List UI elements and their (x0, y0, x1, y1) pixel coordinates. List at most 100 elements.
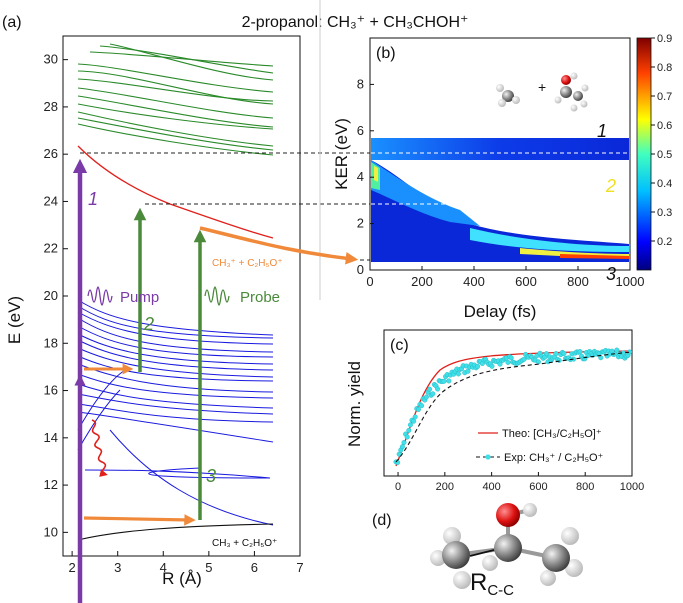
experiment-point (419, 403, 425, 409)
a-ytick-label: 24 (44, 193, 58, 208)
atom-h-oh (523, 503, 537, 517)
pump-label: Pump (120, 289, 159, 306)
plus-sign: + (538, 79, 546, 95)
arrow-label-3: 3 (206, 466, 216, 486)
experiment-point (556, 357, 562, 363)
panel-b-ylabel: KER (eV) (332, 118, 351, 190)
experiment-point (561, 351, 567, 357)
a-ytick-label: 18 (44, 335, 58, 350)
relaxation-wiggle (91, 419, 108, 477)
band-label-2: 2 (605, 176, 616, 196)
panel-d: (d) RC-C (372, 503, 583, 599)
fragment-molecules: + (496, 72, 589, 112)
a-ytick-label: 28 (44, 99, 58, 114)
bond-arrow (469, 549, 495, 557)
cb-tick-label: 0.6 (657, 120, 672, 132)
panel-c-ylabel: Norm. yield (345, 361, 364, 447)
arrow-label-1: 1 (88, 189, 98, 209)
atom-h2 (430, 550, 446, 566)
pump-pulse-icon (87, 286, 113, 306)
b-xtick-label: 200 (411, 274, 433, 289)
atom-c3 (542, 544, 570, 572)
a-ytick-label: 16 (44, 383, 58, 398)
atom-h6 (565, 559, 583, 577)
panel-a-xlabel: R (Å) (162, 569, 202, 588)
orange-arrow-to-b (199, 226, 359, 265)
b-xtick-label: 600 (515, 274, 537, 289)
experiment-point (475, 363, 481, 369)
a-xtick-label: 3 (114, 560, 121, 575)
cb-tick-label: 0.9 (657, 33, 672, 45)
legend-exp-marker (485, 454, 491, 460)
atom-h5 (561, 527, 579, 545)
b-xtick-label: 800 (567, 274, 589, 289)
a-ytick-label: 20 (44, 288, 58, 303)
panel-c-label: (c) (390, 337, 409, 354)
b-xtick-label: 400 (463, 274, 485, 289)
bond-label: RC-C (470, 569, 514, 599)
cb-tick-label: 0.8 (657, 62, 672, 74)
ker-map (371, 138, 629, 269)
atom-h4 (482, 555, 498, 571)
b-ytick-label: 0 (357, 262, 364, 277)
b-ytick-label: 8 (357, 76, 364, 91)
blue-curves (77, 299, 274, 526)
atom-c1 (442, 541, 470, 569)
cb-tick-label: 0.3 (657, 207, 672, 219)
experiment-point (427, 386, 433, 392)
panel-b-label: (b) (376, 45, 396, 62)
colorbar-ticks: 0.9 0.8 0.7 0.6 0.5 0.4 0.3 0.2 (651, 33, 672, 248)
experiment-point (505, 359, 511, 365)
experiment-point (401, 440, 407, 446)
a-ytick-label: 12 (44, 477, 58, 492)
experiment-point (577, 349, 583, 355)
theory-curve (395, 350, 633, 467)
cb-tick-label: 0.7 (657, 91, 672, 103)
a-xtick-label: 2 (68, 560, 75, 575)
probe-label: Probe (240, 289, 280, 306)
a-ytick-label: 26 (44, 146, 58, 161)
arrow-label-2: 2 (143, 314, 154, 334)
experiment-point (435, 386, 441, 392)
experiment-point (614, 347, 620, 353)
a-ytick-label: 30 (44, 52, 58, 67)
atom-h7 (540, 570, 556, 586)
c-xtick-label: 800 (576, 481, 594, 493)
panel-c: (c) Norm. yield 0 200 400 600 800 1000 Theo: … (345, 329, 644, 493)
experiment-point (407, 422, 413, 428)
figure-title: 2-propanol: CH₃⁺ + CH₃CHOH⁺ (242, 14, 469, 31)
panel-a-ylabel: E (eV) (5, 296, 24, 344)
experiment-point (423, 394, 429, 400)
panel-d-label: (d) (372, 512, 392, 529)
atom-c2 (494, 534, 522, 562)
experiment-point (508, 355, 514, 361)
experiment-point (441, 378, 447, 384)
a-xtick-label: 6 (251, 560, 258, 575)
panel-a-label: (a) (2, 14, 22, 31)
experiment-point (412, 414, 418, 420)
a-xtick-label: 5 (205, 560, 212, 575)
red-curve (77, 145, 274, 239)
b-ytick-label: 4 (357, 169, 364, 184)
b-ytick-label: 2 (357, 216, 364, 231)
experiment-point (446, 378, 452, 384)
experiment-point (399, 444, 405, 450)
b-xtick-label: 1000 (616, 274, 645, 289)
atom-h1 (443, 527, 461, 545)
panel-b-xlabel: Delay (fs) (464, 302, 537, 321)
c-xtick-label: 400 (482, 481, 500, 493)
c-xtick-label: 0 (395, 481, 401, 493)
experiment-point (411, 418, 417, 424)
a-xtick-label: 4 (160, 560, 167, 575)
experiment-fit (395, 351, 633, 463)
channel-upper-label: CH₃⁺ + C₂H₅O⁺ (212, 258, 283, 269)
panel-b: (b) 1 2 3 + (332, 33, 672, 321)
probe-pulse-icon (204, 286, 230, 306)
c-xtick-label: 200 (436, 481, 454, 493)
panel-b-ticks: 0 200 400 600 800 1000 0 2 4 6 8 (357, 76, 645, 289)
experiment-point (543, 351, 549, 357)
a-xtick-label: 7 (296, 560, 303, 575)
atom-oxygen (496, 503, 520, 527)
green-curves (77, 43, 274, 156)
